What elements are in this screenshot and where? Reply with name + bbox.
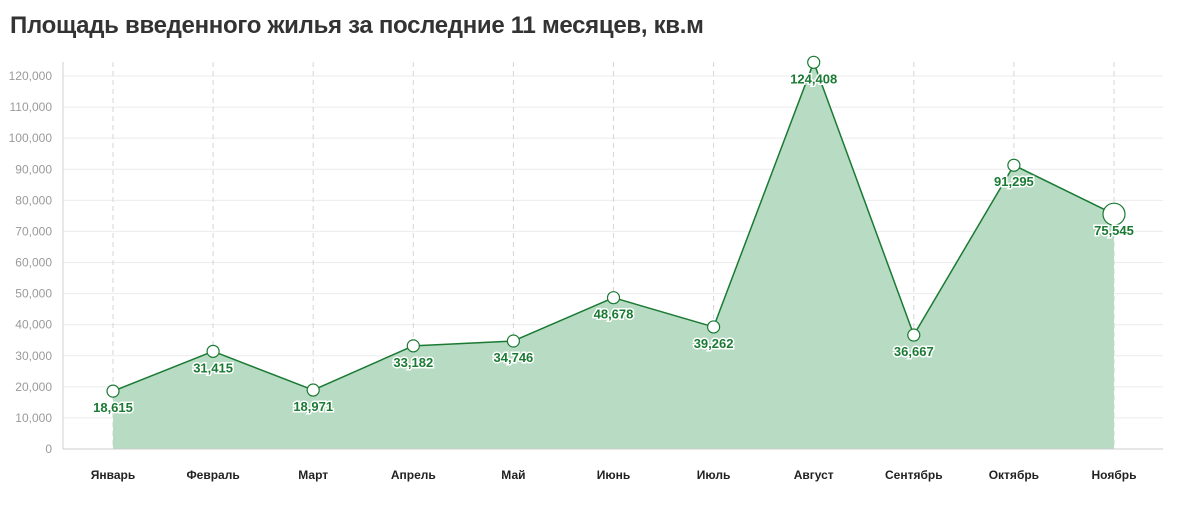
label-layer: 18,615 31,415 18,971 33,182 34,746 48,678 39,2… (92, 70, 1136, 417)
x-tick-label: Ноябрь (1092, 468, 1137, 482)
x-tick-label: Сентябрь (885, 468, 943, 482)
data-label: 124,408 (790, 71, 837, 86)
data-point (606, 291, 621, 305)
point-layer (106, 55, 1126, 398)
y-tick-label: 0 (45, 442, 52, 456)
data-point (406, 339, 420, 353)
x-tick-label: Февраль (186, 468, 239, 482)
y-tick-label: 110,000 (10, 100, 53, 114)
y-tick-label: 50,000 (15, 287, 52, 301)
x-tick-label: Март (298, 468, 328, 482)
data-point (206, 344, 220, 358)
data-label: 91,295 (994, 174, 1034, 189)
y-tick-label: 80,000 (15, 193, 52, 207)
x-tick-label: Июнь (597, 468, 631, 482)
data-label: 31,415 (193, 360, 233, 375)
y-tick-label: 60,000 (15, 256, 52, 270)
y-tick-label: 40,000 (15, 318, 52, 332)
y-tick-label: 20,000 (15, 380, 52, 394)
x-tick-label: Май (501, 468, 525, 482)
data-point (706, 320, 721, 334)
data-label: 18,615 (93, 400, 133, 415)
data-label: 34,746 (494, 350, 534, 365)
data-point (907, 328, 921, 342)
chart-title: Площадь введенного жилья за последние 11… (10, 12, 704, 39)
y-tick-label: 100,000 (9, 131, 53, 145)
x-tick-label: Август (794, 468, 834, 482)
data-point (306, 383, 320, 397)
data-label: 75,545 (1094, 223, 1134, 238)
data-point (807, 55, 821, 69)
x-tick-label: Апрель (391, 468, 436, 482)
data-label: 48,678 (594, 307, 634, 322)
y-tick-label: 120,000 (9, 69, 53, 83)
y-tick-label: 90,000 (15, 162, 52, 176)
data-point (506, 334, 521, 348)
data-point (1007, 158, 1021, 172)
axis-layer: 0 10,000 20,000 30,000 40,000 50,000 60,000 70,… (9, 62, 1163, 482)
area-fill (113, 62, 1114, 450)
data-label: 39,262 (694, 336, 734, 351)
data-point (106, 384, 120, 398)
y-tick-label: 30,000 (15, 349, 52, 363)
y-tick-label: 70,000 (15, 224, 52, 238)
data-label: 18,971 (293, 399, 333, 414)
data-point (1102, 202, 1126, 226)
x-tick-label: Январь (91, 468, 135, 482)
x-tick-label: Октябрь (989, 468, 1039, 482)
y-tick-label: 10,000 (15, 411, 52, 425)
data-label: 33,182 (393, 355, 433, 370)
x-tick-label: Июль (697, 468, 731, 482)
data-label: 36,667 (894, 344, 934, 359)
